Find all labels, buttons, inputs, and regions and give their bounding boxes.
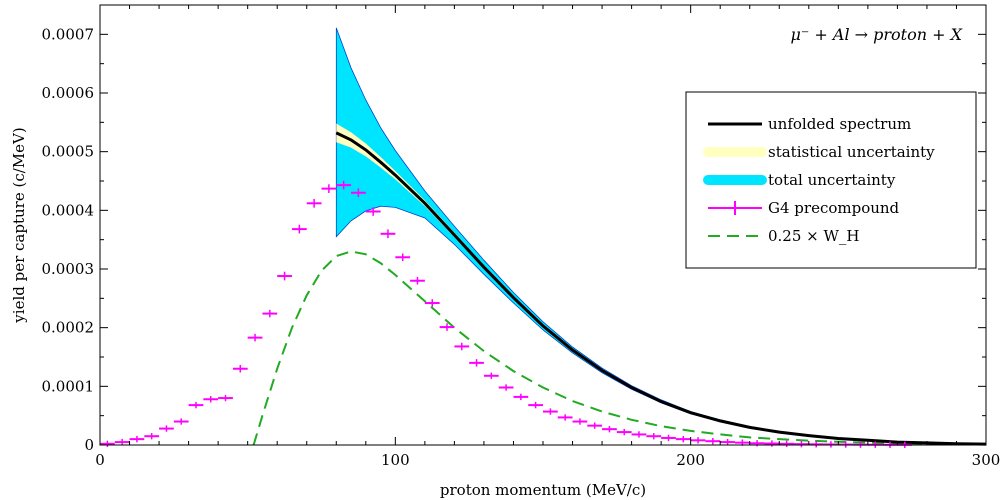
legend-item: unfolded spectrum	[708, 115, 911, 133]
legend-item: G4 precompound	[708, 199, 900, 217]
y-tick-label: 0.0003	[42, 260, 95, 278]
y-tick-label: 0.0005	[42, 143, 95, 161]
g4-point	[159, 425, 174, 432]
g4-point	[306, 198, 322, 208]
x-tick-label: 300	[972, 451, 1001, 469]
g4-point	[129, 435, 145, 443]
g4-point	[365, 207, 381, 216]
legend-item: 0.25 × W_H	[708, 227, 860, 245]
g4-point	[439, 323, 455, 331]
legend-item: total uncertainty	[703, 171, 896, 189]
g4-point	[602, 425, 617, 433]
g4-point	[646, 433, 662, 440]
g4-point	[203, 396, 219, 403]
g4-point	[321, 184, 337, 193]
g4-point	[483, 372, 499, 379]
y-tick-label: 0.0002	[42, 319, 95, 337]
g4-point	[114, 438, 130, 446]
y-tick-label: 0	[84, 436, 94, 454]
g4-point	[543, 408, 558, 415]
g4-point	[661, 434, 676, 442]
g4-point	[469, 359, 484, 367]
g4-point	[705, 438, 721, 445]
g4-point	[188, 401, 204, 409]
legend: unfolded spectrum statistical uncertainty…	[685, 91, 977, 269]
x-tick-label: 100	[381, 451, 410, 469]
g4-point	[100, 440, 115, 447]
g4-point	[277, 271, 292, 281]
g4-point	[424, 299, 440, 307]
legend-label: total uncertainty	[768, 171, 896, 189]
reaction-annotation: μ⁻ + Al → proton + X	[790, 25, 962, 44]
g4-point	[232, 364, 248, 373]
g4-point	[218, 394, 233, 402]
g4-point	[513, 393, 529, 401]
g4-point	[675, 435, 691, 443]
g4-point	[247, 333, 263, 342]
g4-point	[336, 180, 352, 190]
legend-label: G4 precompound	[768, 199, 900, 217]
y-tick-label: 0.0004	[42, 201, 95, 219]
x-tick-label: 0	[95, 451, 105, 469]
g4-point	[572, 418, 588, 425]
g4-point	[808, 441, 824, 448]
g4-point	[764, 440, 780, 447]
y-tick-label: 0.0007	[42, 25, 95, 43]
g4-point	[262, 309, 278, 318]
g4-point	[616, 428, 632, 436]
y-tick-label: 0.0001	[42, 377, 95, 395]
x-axis-label: proton momentum (MeV/c)	[440, 481, 646, 499]
g4-point	[454, 342, 470, 351]
unfolded-spectrum-line	[335, 131, 987, 446]
legend-item: statistical uncertainty	[703, 143, 935, 161]
legend-label: statistical uncertainty	[768, 143, 935, 161]
g4-point	[351, 188, 366, 198]
g4-point	[291, 224, 307, 234]
g4-point	[779, 440, 795, 447]
g4-point	[380, 229, 396, 239]
g4-point	[823, 441, 839, 448]
g4-point	[720, 438, 735, 446]
g4-point	[395, 253, 411, 262]
legend-label: 0.25 × W_H	[768, 227, 860, 245]
g4-point	[587, 422, 603, 429]
axis-ticks: 0 100 200 300 0 0.0001 0.0002 0.0003 0.0004 0.000…	[42, 5, 1001, 469]
g4-point	[498, 384, 514, 391]
g4-point	[794, 440, 809, 448]
g4-point	[410, 276, 425, 285]
g4-point	[557, 414, 573, 421]
y-tick-label: 0.0006	[42, 84, 95, 102]
legend-label: unfolded spectrum	[768, 115, 911, 133]
g4-point	[173, 418, 189, 425]
y-axis-label: yield per capture (c/MeV)	[10, 127, 28, 323]
wh-dashed-line	[252, 250, 987, 446]
g4-point	[690, 437, 706, 444]
g4-point	[144, 433, 160, 440]
x-tick-label: 200	[676, 451, 705, 469]
g4-point	[528, 401, 543, 409]
g4-point	[631, 431, 647, 438]
